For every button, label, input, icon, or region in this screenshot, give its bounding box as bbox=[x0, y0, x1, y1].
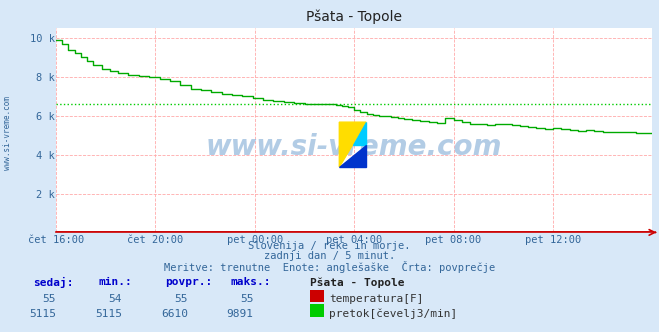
Text: povpr.:: povpr.: bbox=[165, 277, 212, 287]
Text: Slovenija / reke in morje.: Slovenija / reke in morje. bbox=[248, 241, 411, 251]
Text: 54: 54 bbox=[109, 294, 122, 304]
Polygon shape bbox=[339, 122, 366, 167]
Text: 6610: 6610 bbox=[161, 309, 188, 319]
Title: Pšata - Topole: Pšata - Topole bbox=[306, 10, 402, 24]
Text: 5115: 5115 bbox=[29, 309, 56, 319]
Text: 55: 55 bbox=[175, 294, 188, 304]
Text: sedaj:: sedaj: bbox=[33, 277, 73, 288]
Text: zadnji dan / 5 minut.: zadnji dan / 5 minut. bbox=[264, 251, 395, 261]
Text: 5115: 5115 bbox=[95, 309, 122, 319]
Text: temperatura[F]: temperatura[F] bbox=[330, 294, 424, 304]
Text: pretok[čevelj3/min]: pretok[čevelj3/min] bbox=[330, 309, 458, 319]
Text: www.si-vreme.com: www.si-vreme.com bbox=[3, 96, 13, 170]
Text: min.:: min.: bbox=[99, 277, 132, 287]
Text: maks.:: maks.: bbox=[231, 277, 271, 287]
Text: 55: 55 bbox=[241, 294, 254, 304]
Text: www.si-vreme.com: www.si-vreme.com bbox=[206, 133, 502, 161]
Text: 9891: 9891 bbox=[227, 309, 254, 319]
Text: Pšata - Topole: Pšata - Topole bbox=[310, 277, 404, 288]
Polygon shape bbox=[339, 145, 366, 167]
Text: Meritve: trenutne  Enote: anglešaške  Črta: povprečje: Meritve: trenutne Enote: anglešaške Črta… bbox=[164, 261, 495, 273]
Polygon shape bbox=[353, 122, 366, 145]
Text: 55: 55 bbox=[43, 294, 56, 304]
